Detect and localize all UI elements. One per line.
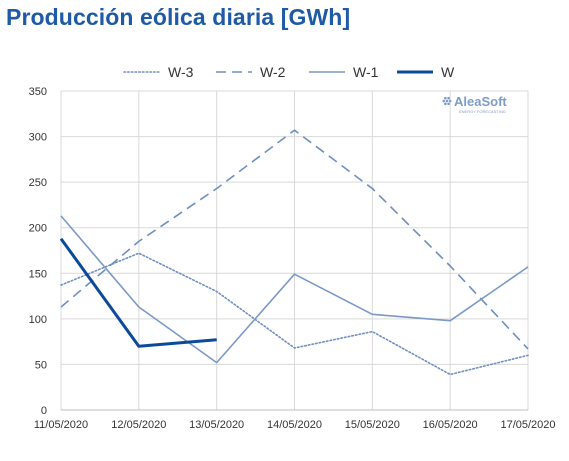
y-tick-label: 350 <box>29 86 47 98</box>
y-tick-label: 50 <box>35 359 47 371</box>
legend-label-w-3: W-3 <box>168 64 194 80</box>
legend-label-w-2: W-2 <box>260 64 286 80</box>
logo-dot <box>448 99 452 103</box>
legend: W-3 W-2 W-1 W <box>123 64 455 80</box>
x-tick-label: 15/05/2020 <box>345 419 400 431</box>
logo-tagline: ENERGY FORECASTING <box>459 109 506 114</box>
logo-dot <box>445 99 449 103</box>
x-tick-label: 14/05/2020 <box>267 419 322 431</box>
y-tick-label: 0 <box>41 405 47 417</box>
series-line-w-3 <box>60 252 529 376</box>
y-tick-label: 250 <box>29 177 47 189</box>
series-line-w-1 <box>60 215 529 364</box>
series-lines <box>59 129 529 376</box>
series-line-w-2 <box>60 129 529 350</box>
y-tick-label: 200 <box>29 223 47 235</box>
logo-dot <box>447 96 450 100</box>
x-tick-label: 11/05/2020 <box>34 419 88 431</box>
legend-label-w-1: W-1 <box>353 64 379 80</box>
y-tick-label: 100 <box>29 314 47 326</box>
y-tick-label: 300 <box>29 132 47 144</box>
chart-title: Producción eólica diaria [GWh] <box>6 4 351 30</box>
logo-dot <box>447 102 450 106</box>
series-line-w <box>59 237 217 348</box>
x-tick-label: 16/05/2020 <box>423 419 478 431</box>
x-tick-label: 17/05/2020 <box>500 419 555 431</box>
logo-dot <box>444 96 447 100</box>
legend-label-w: W <box>441 64 455 80</box>
x-axis-ticks: 11/05/2020 12/05/2020 13/05/2020 14/05/2020… <box>34 419 556 431</box>
x-tick-label: 12/05/2020 <box>111 419 166 431</box>
grid <box>60 90 529 411</box>
y-tick-label: 150 <box>29 268 47 280</box>
x-tick-label: 13/05/2020 <box>189 419 244 431</box>
logo-dot <box>442 99 446 103</box>
y-axis-ticks: 0 50 100 150 200 250 300 350 <box>29 86 47 417</box>
logo-dot <box>444 102 447 106</box>
logo-name: AleaSoft <box>454 94 507 109</box>
